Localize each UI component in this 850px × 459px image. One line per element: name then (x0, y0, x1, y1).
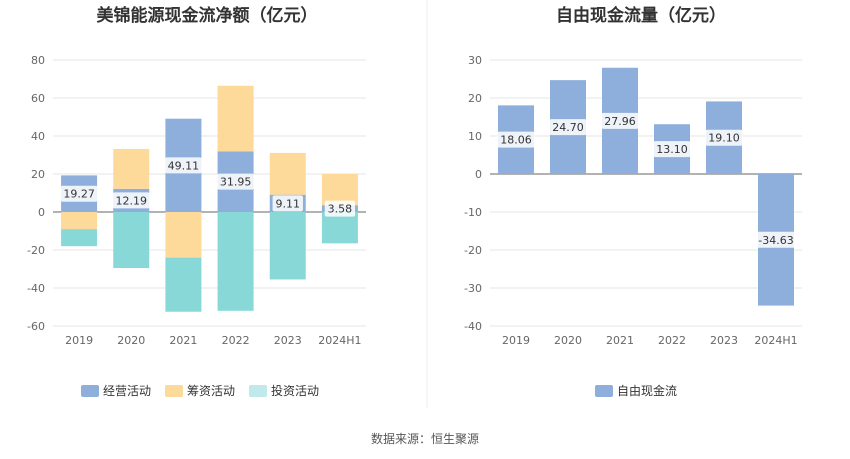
legend-label[interactable]: 筹资活动 (187, 384, 235, 398)
value-label: 12.19 (116, 194, 148, 207)
legend-label[interactable]: 经营活动 (103, 384, 151, 398)
value-label: 9.11 (276, 197, 301, 210)
value-label: 19.10 (708, 132, 740, 145)
value-label: -34.63 (758, 234, 793, 247)
bar[interactable] (269, 152, 306, 195)
legend-swatch (165, 385, 183, 397)
value-label: 13.10 (656, 143, 688, 156)
value-label: 27.96 (604, 115, 636, 128)
y-tick-label: 30 (468, 54, 482, 67)
x-tick-label: 2022 (222, 334, 250, 347)
value-label-bg (705, 129, 743, 146)
x-tick-label: 2023 (274, 334, 302, 347)
value-label: 24.70 (552, 121, 584, 134)
bar[interactable] (165, 257, 202, 312)
value-label: 3.58 (328, 203, 353, 216)
bar[interactable] (269, 212, 306, 280)
value-label-bg (164, 157, 202, 174)
x-tick-label: 2022 (658, 334, 686, 347)
value-label: 19.27 (63, 188, 95, 201)
legend-swatch (81, 385, 99, 397)
value-label-bg (272, 195, 303, 212)
y-tick-label: 20 (31, 168, 45, 181)
y-tick-label: -30 (464, 282, 482, 295)
bar[interactable] (61, 229, 98, 247)
y-tick-label: -40 (27, 282, 45, 295)
y-tick-label: -60 (27, 320, 45, 333)
y-tick-label: -20 (27, 244, 45, 257)
right-chart-title: 自由现金流量（亿元） (556, 5, 726, 26)
y-tick-label: -20 (464, 244, 482, 257)
left-chart: -60 -40 -20 0 20 40 60 80 2019 2020 2021 2022 2023 20… (27, 54, 366, 398)
x-tick-label: 2019 (502, 334, 530, 347)
legend-label[interactable]: 投资活动 (271, 383, 319, 398)
value-label: 31.95 (220, 176, 252, 189)
left-chart-title: 美锦能源现金流净额（亿元） (97, 5, 318, 26)
value-label-bg (217, 173, 255, 190)
value-label-bg (324, 200, 356, 217)
x-tick-label: 2024H1 (318, 334, 361, 347)
bar[interactable] (165, 212, 202, 258)
value-label-bg (653, 141, 691, 158)
value-label-bg (497, 131, 535, 148)
x-tick-label: 2020 (554, 334, 582, 347)
right-chart: -40 -30 -20 -10 0 10 20 30 2019 2020 2021 2022 2023 2… (464, 54, 802, 398)
value-label: 18.06 (500, 134, 532, 147)
legend-swatch (249, 385, 267, 397)
y-tick-label: 0 (475, 168, 482, 181)
x-tick-label: 2021 (606, 334, 634, 347)
y-tick-label: 0 (38, 206, 45, 219)
value-label: 49.11 (168, 159, 200, 172)
y-tick-label: 20 (468, 92, 482, 105)
bar[interactable] (217, 85, 254, 152)
y-tick-label: 40 (31, 130, 45, 143)
y-tick-label: -10 (464, 206, 482, 219)
bar[interactable] (217, 212, 254, 311)
x-tick-label: 2020 (117, 334, 145, 347)
value-label-bg (60, 185, 98, 202)
value-label-bg (754, 231, 798, 248)
x-tick-label: 2019 (65, 334, 93, 347)
source-note: 数据来源：恒生聚源 (371, 431, 479, 446)
bar[interactable] (113, 148, 150, 189)
legend-label[interactable]: 自由现金流 (617, 383, 677, 398)
bar[interactable] (321, 212, 358, 244)
y-tick-label: -40 (464, 320, 482, 333)
bar[interactable] (113, 212, 150, 269)
y-tick-label: 10 (468, 130, 482, 143)
y-tick-label: 60 (31, 92, 45, 105)
x-tick-label: 2023 (710, 334, 738, 347)
x-tick-label: 2024H1 (754, 334, 797, 347)
y-tick-label: 80 (31, 54, 45, 67)
legend-swatch (595, 385, 613, 397)
x-tick-label: 2021 (169, 334, 197, 347)
value-label-bg (112, 192, 150, 209)
bar[interactable] (321, 173, 358, 206)
value-label-bg (601, 112, 639, 129)
bar[interactable] (61, 212, 98, 230)
value-label-bg (549, 119, 587, 136)
